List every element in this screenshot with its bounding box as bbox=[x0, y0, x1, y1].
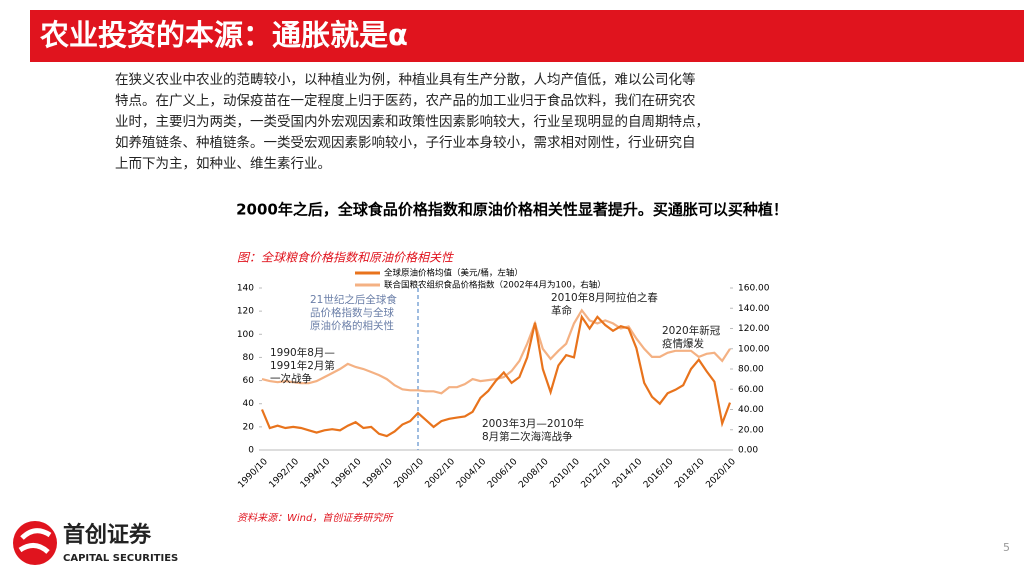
y2-tick-label: 60.00 bbox=[738, 385, 764, 395]
x-tick-label: 1998/10 bbox=[361, 457, 395, 491]
paragraph-line: 在狭义农业中农业的范畴较小，以种植业为例，种植业具有生产分散，人均产值低，难以公… bbox=[115, 71, 696, 88]
x-tick-label: 2020/10 bbox=[704, 457, 738, 491]
x-tick-label: 2008/10 bbox=[517, 457, 551, 491]
page-number: 5 bbox=[1003, 541, 1010, 554]
header-title: 农业投资的本源：通胀就是α bbox=[39, 18, 408, 52]
series-line bbox=[260, 314, 732, 438]
x-tick-label: 2014/10 bbox=[611, 457, 645, 491]
y2-tick-label: 120.00 bbox=[738, 324, 770, 334]
paragraph-line: 业时，主要归为两类，一类受国内外宏观因素和政策性因素影响较大，行业呈现明显的自周… bbox=[115, 113, 709, 130]
chart-title: 图：全球粮食价格指数和原油价格相关性 bbox=[237, 251, 454, 265]
y2-tick-label: 100.00 bbox=[738, 344, 770, 354]
x-tick-label: 2010/10 bbox=[548, 457, 582, 491]
annotation: 疫情爆发 bbox=[662, 337, 704, 350]
y-tick-label: 40 bbox=[243, 399, 255, 409]
annotation: 1991年2月第 bbox=[270, 359, 335, 372]
paragraph-line: 特点。在广义上，动保疫苗在一定程度上归于医药，农产品的加工业归于食品饮料，我们在… bbox=[115, 92, 696, 109]
brand-en: CAPITAL SECURITIES bbox=[63, 553, 178, 564]
y2-tick-label: 40.00 bbox=[738, 405, 764, 415]
x-tick-label: 2006/10 bbox=[486, 457, 520, 491]
x-tick-label: 1992/10 bbox=[268, 457, 302, 491]
header-bar bbox=[30, 10, 1024, 62]
legend-label: 全球原油价格均值（美元/桶，左轴） bbox=[384, 268, 523, 279]
x-tick-label: 2016/10 bbox=[642, 457, 676, 491]
highlight: 2000年之后，全球食品价格指数和原油价格相关性显著提升。买通胀可以买种植！ bbox=[236, 201, 788, 219]
x-tick-label: 2004/10 bbox=[455, 457, 489, 491]
y-tick-label: 0 bbox=[248, 446, 254, 456]
x-tick-label: 1994/10 bbox=[299, 457, 333, 491]
y2-tick-label: 140.00 bbox=[738, 304, 770, 314]
annotation: 2020年新冠 bbox=[662, 324, 721, 337]
logo bbox=[13, 521, 57, 565]
annotation: 原油价格的相关性 bbox=[310, 319, 394, 332]
logo-swoosh bbox=[18, 528, 52, 554]
y-tick-label: 140 bbox=[237, 284, 254, 294]
annotation: 21世纪之后全球食 bbox=[310, 293, 397, 306]
x-tick-label: 2018/10 bbox=[673, 457, 707, 491]
source: 资料来源：Wind，首创证券研究所 bbox=[237, 512, 394, 524]
y-tick-label: 20 bbox=[243, 422, 255, 432]
x-tick-label: 1996/10 bbox=[330, 457, 364, 491]
y-tick-label: 80 bbox=[243, 353, 255, 363]
x-tick-label: 1990/10 bbox=[236, 457, 270, 491]
paragraph-line: 如养殖链条、种植链条。一类受宏观因素影响较小，子行业本身较小，需求相对刚性，行业… bbox=[115, 134, 696, 151]
y-tick-label: 100 bbox=[237, 330, 254, 340]
paragraph-line: 上而下为主，如种业、维生素行业。 bbox=[115, 156, 331, 172]
y2-tick-label: 160.00 bbox=[738, 284, 770, 294]
annotation: 1990年8月— bbox=[270, 346, 335, 359]
y-tick-label: 60 bbox=[243, 376, 255, 386]
legend-label: 联合国粮农组织食品价格指数（2002年4月为100，右轴） bbox=[384, 280, 606, 291]
y-tick-label: 120 bbox=[237, 307, 254, 317]
annotation: 8月第二次海湾战争 bbox=[482, 430, 573, 443]
annotation: 一次战争 bbox=[270, 372, 312, 385]
annotation: 2010年8月阿拉伯之春 bbox=[551, 291, 658, 304]
x-tick-label: 2012/10 bbox=[580, 457, 614, 491]
x-tick-label: 2000/10 bbox=[392, 457, 426, 491]
annotation: 2003年3月—2010年 bbox=[482, 417, 584, 430]
y2-tick-label: 20.00 bbox=[738, 425, 764, 435]
annotation: 品价格指数与全球 bbox=[310, 306, 394, 319]
annotation: 革命 bbox=[551, 304, 572, 317]
y2-tick-label: 80.00 bbox=[738, 365, 764, 375]
y2-tick-label: 0.00 bbox=[738, 446, 758, 456]
x-tick-label: 2002/10 bbox=[424, 457, 458, 491]
brand: 首创证券 bbox=[63, 522, 152, 548]
